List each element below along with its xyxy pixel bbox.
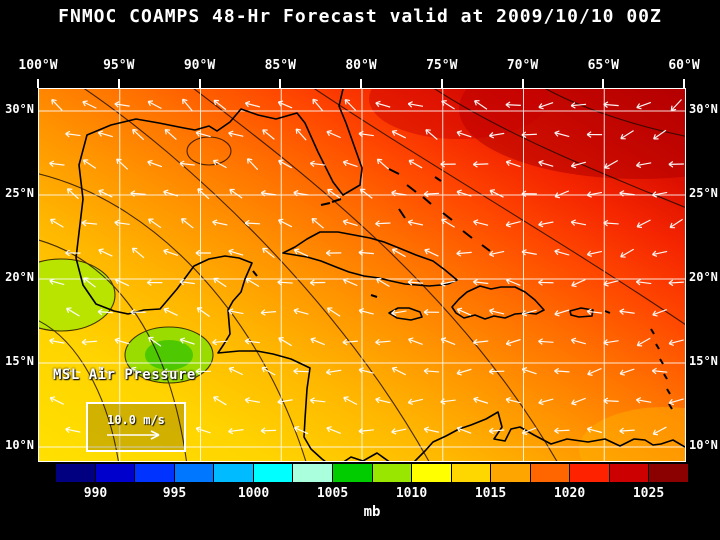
axis-tick xyxy=(521,79,524,88)
coastlines xyxy=(75,89,685,461)
wind-scale-arrow xyxy=(107,430,160,440)
lat-label: 30°N xyxy=(5,102,34,116)
colorbar-tick-labels: 990 995 1000 1005 1010 1015 1020 1025 xyxy=(0,486,720,501)
page-title: FNMOC COAMPS 48-Hr Forecast valid at 200… xyxy=(58,6,662,27)
colorbar-segment xyxy=(649,464,688,482)
colorbar-tick-label: 1000 xyxy=(237,486,270,501)
lon-label: 70°W xyxy=(506,58,539,73)
colorbar-segment xyxy=(253,464,294,482)
lat-label: 25°N xyxy=(689,186,718,200)
lon-label: 75°W xyxy=(426,58,458,73)
pressure-colorbar xyxy=(56,464,688,482)
colorbar-segment xyxy=(332,464,373,482)
coast-bahamas xyxy=(388,168,491,252)
axis-tick xyxy=(602,79,605,88)
lat-label: 10°N xyxy=(689,438,718,452)
lat-label: 10°N xyxy=(5,438,34,452)
colorbar-segment xyxy=(293,464,333,482)
wind-scale-legend: 10.0 m/s xyxy=(86,402,186,452)
axis-tick xyxy=(360,79,362,88)
lon-label: 80°W xyxy=(345,58,377,73)
low-pressure-green-core xyxy=(145,340,193,370)
axis-tick xyxy=(683,79,685,88)
colorbar-segment xyxy=(135,464,175,482)
longitude-axis: 100°W 95°W 90°W 85°W 80°W 75°W 70°W 65°W 60°W xyxy=(0,58,720,74)
axis-tick xyxy=(117,79,120,88)
axis-tick xyxy=(37,79,39,88)
lat-label: 25°N xyxy=(5,186,34,200)
colorbar-segment xyxy=(530,464,571,482)
colorbar-segment xyxy=(609,464,650,482)
lat-label: 30°N xyxy=(689,102,718,116)
axis-tick xyxy=(198,79,201,88)
coast-hispaniola xyxy=(451,285,545,320)
lon-label: 90°W xyxy=(183,58,216,73)
longitude-ticks xyxy=(0,79,720,88)
lat-label: 20°N xyxy=(5,270,34,284)
colorbar-tick-label: 990 xyxy=(83,486,108,501)
colorbar-segment xyxy=(451,464,492,482)
lon-label: 65°W xyxy=(587,58,619,73)
low-pressure-green-patch xyxy=(39,259,115,331)
field-label: MSL Air Pressure xyxy=(53,367,196,383)
wind-vector-arrows xyxy=(49,98,684,436)
colorbar-tick-label: 1020 xyxy=(553,486,586,501)
lat-label: 15°N xyxy=(689,354,718,368)
colorbar-tick-label: 1025 xyxy=(632,486,665,501)
coast-puerto-rico xyxy=(569,307,594,318)
coast-lesser-antilles xyxy=(252,270,673,410)
colorbar-tick-label: 1005 xyxy=(316,486,349,501)
orange-patch xyxy=(579,407,685,461)
forecast-map: MSL Air Pressure 10.0 m/s xyxy=(38,88,686,462)
colorbar-segment xyxy=(214,464,254,482)
lon-label: 100°W xyxy=(18,58,58,73)
colorbar-segment xyxy=(412,464,452,482)
coast-cuba xyxy=(282,231,458,287)
axis-tick xyxy=(279,79,282,88)
coast-florida-keys xyxy=(320,198,342,206)
lat-label: 20°N xyxy=(689,270,718,284)
axis-tick xyxy=(440,79,443,88)
lon-label: 60°W xyxy=(668,58,700,73)
colorbar-segment xyxy=(95,464,136,482)
colorbar-segment xyxy=(56,464,96,482)
colorbar-unit: mb xyxy=(363,504,381,520)
lat-label: 15°N xyxy=(5,354,34,368)
wind-scale-value: 10.0 m/s xyxy=(107,413,165,427)
colorbar-segment xyxy=(372,464,413,482)
colorbar-tick-label: 1010 xyxy=(395,486,428,501)
lon-label: 85°W xyxy=(264,58,296,73)
deep-red-patch xyxy=(369,89,549,139)
lon-label: 95°W xyxy=(103,58,135,73)
coast-north-america xyxy=(75,89,363,461)
pressure-field-map xyxy=(39,89,685,461)
colorbar-segment xyxy=(174,464,215,482)
coast-jamaica xyxy=(388,307,423,321)
colorbar-segment xyxy=(570,464,610,482)
coast-south-america xyxy=(343,411,685,461)
colorbar-tick-label: 1015 xyxy=(474,486,507,501)
colorbar-segment xyxy=(491,464,531,482)
colorbar-tick-label: 995 xyxy=(162,486,187,501)
